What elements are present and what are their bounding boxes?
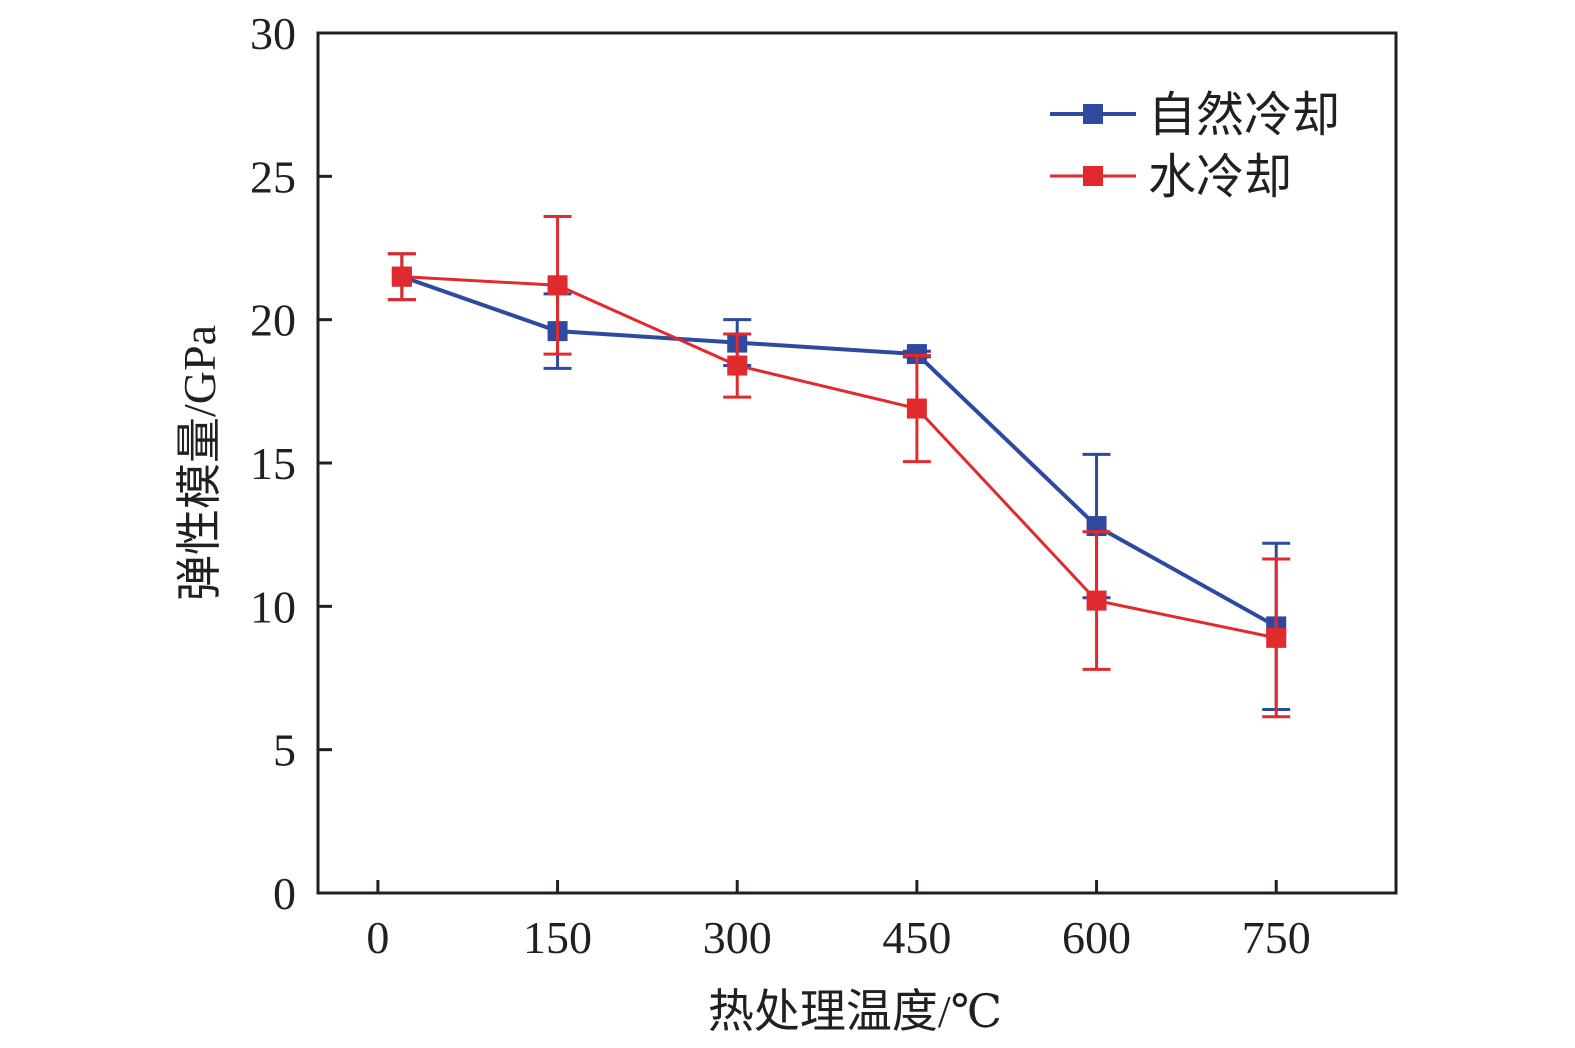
series-line <box>401 274 1278 629</box>
legend-item: 水冷却 <box>1050 151 1292 204</box>
y-tick-label: 25 <box>250 151 296 202</box>
x-axis-title: 热处理温度/℃ <box>708 986 1002 1037</box>
data-point <box>1266 627 1287 648</box>
y-tick-label: 0 <box>273 868 296 919</box>
series-water-cooling <box>387 214 1291 719</box>
y-tick-label: 5 <box>273 725 296 776</box>
legend-label: 自然冷却 <box>1148 89 1340 142</box>
x-tick-label: 600 <box>1062 912 1131 963</box>
data-point <box>906 398 927 419</box>
y-axis-title: 弹性模量/GPa <box>174 325 225 601</box>
series-line <box>401 275 1277 640</box>
y-tick-label: 30 <box>250 8 296 59</box>
x-tick-label: 0 <box>366 912 389 963</box>
plot-area <box>387 214 1291 719</box>
data-point <box>547 275 568 296</box>
x-tick-label: 450 <box>882 912 951 963</box>
y-tick-label: 20 <box>250 295 296 346</box>
legend-marker <box>1083 166 1103 186</box>
series-natural-cooling <box>387 252 1291 712</box>
legend-label: 水冷却 <box>1148 151 1292 204</box>
legend-item: 自然冷却 <box>1050 89 1340 142</box>
y-tick-label: 10 <box>250 581 296 632</box>
x-tick-label: 750 <box>1242 912 1311 963</box>
data-point <box>1086 590 1107 611</box>
legend-marker <box>1083 104 1103 124</box>
data-point <box>391 266 412 287</box>
x-tick-label: 300 <box>703 912 772 963</box>
x-tick-label: 150 <box>523 912 592 963</box>
data-point <box>727 355 748 376</box>
y-tick-label: 15 <box>250 438 296 489</box>
